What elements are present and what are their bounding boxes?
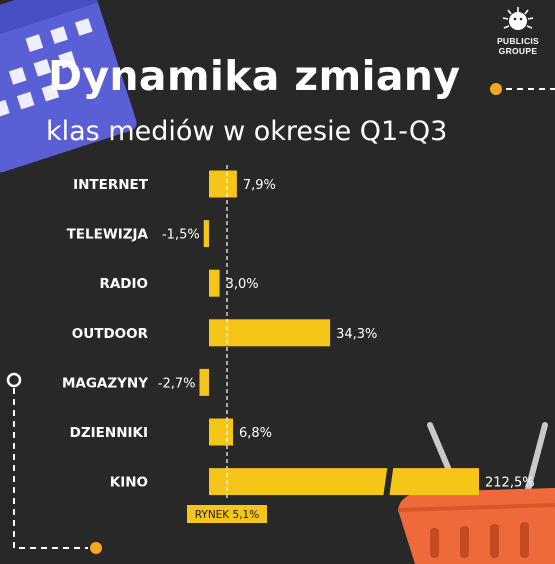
- bar: [209, 170, 237, 198]
- connector-dot: [90, 542, 102, 554]
- bar: [209, 418, 234, 446]
- category-label: TELEWIZJA: [67, 227, 149, 243]
- chart-title: Dynamika zmiany: [48, 52, 461, 100]
- logo-text-line2: GROUPE: [498, 46, 538, 56]
- chart-subtitle: klas mediów w okresie Q1-Q3: [46, 116, 448, 147]
- value-label: -1,5%: [162, 228, 200, 243]
- calendar-decoration: [0, 0, 137, 173]
- category-label: MAGAZYNY: [62, 375, 148, 391]
- value-label: 6,8%: [239, 426, 272, 441]
- value-label: 3,0%: [226, 277, 259, 292]
- bar: [209, 269, 220, 297]
- bar: [199, 368, 209, 396]
- category-label: INTERNET: [73, 177, 149, 193]
- reference-label-box: [187, 505, 267, 523]
- axis-break: [383, 466, 394, 498]
- lion-icon: [502, 7, 534, 30]
- value-label: -2,7%: [158, 376, 196, 391]
- connector-line: [13, 388, 88, 549]
- category-label: OUTDOOR: [72, 326, 149, 342]
- category-label: KINO: [110, 475, 148, 491]
- category-label: RADIO: [99, 276, 148, 292]
- connector-dot: [490, 83, 502, 95]
- bar: [209, 319, 331, 347]
- category-label: DZIENNIKI: [70, 425, 148, 441]
- value-label: 34,3%: [336, 327, 377, 342]
- reference-label: RYNEK 5,1%: [195, 509, 259, 521]
- bar: [209, 468, 479, 496]
- value-label: 212,5%: [485, 476, 535, 491]
- value-label: 7,9%: [243, 178, 276, 193]
- publicis-logo: PUBLICIS GROUPE: [489, 6, 547, 56]
- logo-text-line1: PUBLICIS: [496, 36, 540, 46]
- connector-dot: [6, 372, 22, 388]
- bar: [203, 220, 209, 248]
